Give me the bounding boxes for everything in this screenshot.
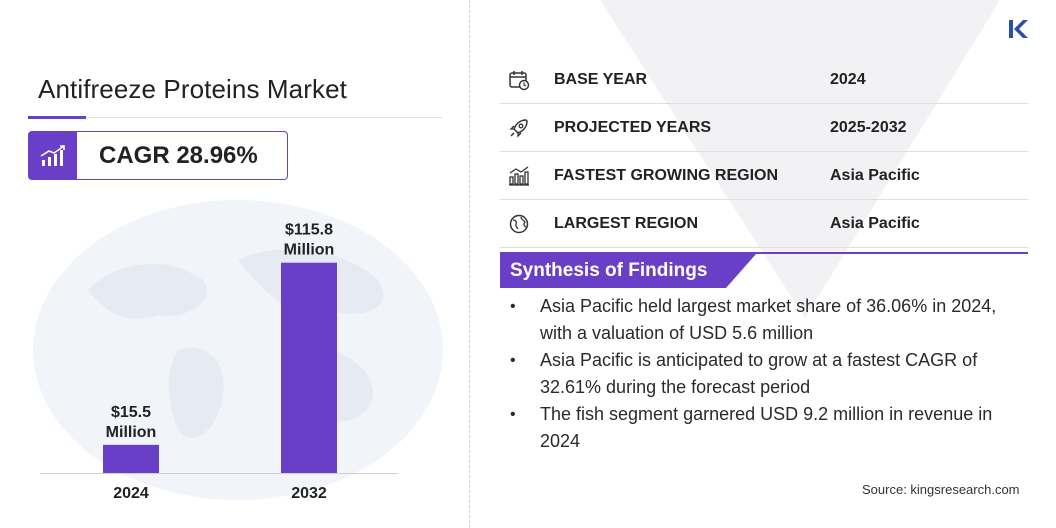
info-value: 2025-2032 [830,119,907,136]
background-triangle [600,0,1000,318]
growth-region-icon [509,166,529,186]
kings-research-logo [1009,20,1028,38]
title-accent-bar [28,116,86,119]
findings-list: Asia Pacific held largest market share o… [508,293,1028,455]
title-underline [28,117,442,118]
synthesis-title: Synthesis of Findings [510,260,708,281]
bar-2024 [103,444,159,473]
x-tick-label: 2024 [113,485,149,502]
growth-chart-icon [29,132,77,179]
info-value: Asia Pacific [830,167,920,184]
synthesis-rule [500,252,1028,254]
info-row-largest-region: LARGEST REGION Asia Pacific [500,200,1028,248]
info-label: FASTEST GROWING REGION [554,167,779,184]
info-row-projected-years: PROJECTED YEARS 2025-2032 [500,104,1028,152]
info-value: 2024 [830,71,866,88]
list-item: The fish segment garnered USD 9.2 millio… [508,401,1028,455]
calendar-icon [509,71,530,91]
info-value: Asia Pacific [830,215,920,232]
info-row-base-year: BASE YEAR 2024 [500,56,1028,104]
market-size-bar-chart: $15.5 Million 2024 $115.8 Million 2032 [40,222,398,502]
cagr-badge: CAGR 28.96% [28,131,288,180]
list-item: Asia Pacific held largest market share o… [508,293,1028,347]
world-map-background [33,200,443,500]
list-item: Asia Pacific is anticipated to grow at a… [508,347,1028,401]
data-label: $115.8 [285,222,333,239]
info-label: LARGEST REGION [554,215,699,232]
section-divider [469,0,470,528]
rocket-icon [509,119,528,138]
info-label: BASE YEAR [554,71,648,88]
info-row-fastest-region: FASTEST GROWING REGION Asia Pacific [500,152,1028,200]
source-note: Source: kingsresearch.com [862,482,1020,497]
info-label: PROJECTED YEARS [554,119,712,136]
x-tick-label: 2032 [291,485,327,502]
data-label: Million [106,424,157,441]
data-label: $15.5 [111,404,151,421]
synthesis-banner [500,254,756,288]
globe-icon [509,214,529,234]
bar-2032 [281,262,337,473]
cagr-value: CAGR 28.96% [99,142,258,169]
data-label: Million [284,242,335,259]
market-info-table: BASE YEAR 2024 PROJECTED YEARS 2025-2032… [500,56,1028,248]
page-title: Antifreeze Proteins Market [38,74,347,104]
